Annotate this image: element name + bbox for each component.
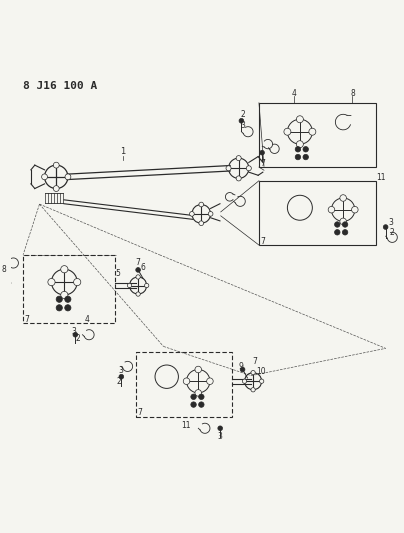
Circle shape	[127, 284, 132, 288]
Circle shape	[191, 402, 196, 407]
Circle shape	[53, 162, 59, 168]
Text: 4: 4	[85, 314, 90, 324]
Text: 6: 6	[140, 263, 145, 272]
Circle shape	[342, 230, 348, 235]
Circle shape	[207, 378, 213, 384]
Circle shape	[136, 268, 141, 272]
Circle shape	[259, 379, 264, 383]
Circle shape	[208, 212, 213, 216]
Text: 3: 3	[118, 366, 123, 375]
Circle shape	[199, 221, 204, 225]
Circle shape	[53, 185, 59, 191]
Circle shape	[136, 275, 140, 279]
Text: 2: 2	[116, 377, 121, 386]
Circle shape	[335, 230, 340, 235]
Text: 3: 3	[388, 218, 393, 227]
Text: 1: 1	[120, 147, 125, 156]
Circle shape	[309, 128, 316, 135]
Text: 7: 7	[261, 159, 265, 168]
Text: 7: 7	[25, 314, 29, 324]
Circle shape	[65, 305, 71, 311]
Circle shape	[199, 394, 204, 400]
Circle shape	[56, 296, 62, 302]
Text: 11: 11	[181, 421, 191, 430]
Circle shape	[383, 225, 388, 229]
Circle shape	[351, 206, 358, 213]
Circle shape	[328, 206, 335, 213]
Circle shape	[199, 202, 204, 207]
Text: 3: 3	[240, 121, 245, 130]
Circle shape	[183, 378, 190, 384]
Circle shape	[189, 212, 194, 216]
Circle shape	[239, 118, 244, 123]
Circle shape	[340, 218, 346, 224]
Text: 9: 9	[239, 362, 244, 371]
Circle shape	[42, 174, 48, 180]
Circle shape	[236, 176, 241, 181]
Circle shape	[295, 155, 301, 160]
Circle shape	[145, 284, 149, 288]
Circle shape	[297, 141, 303, 148]
Text: 5: 5	[116, 269, 120, 278]
Circle shape	[48, 278, 55, 286]
Text: 4: 4	[292, 88, 297, 98]
Circle shape	[260, 150, 264, 155]
Circle shape	[195, 390, 202, 396]
Text: 2: 2	[76, 334, 80, 343]
Text: 7: 7	[135, 259, 140, 268]
Circle shape	[199, 402, 204, 407]
Text: 10: 10	[256, 367, 266, 376]
Circle shape	[74, 278, 81, 286]
Circle shape	[195, 366, 202, 373]
Circle shape	[56, 305, 62, 311]
Circle shape	[303, 155, 308, 160]
Circle shape	[226, 166, 231, 171]
Circle shape	[284, 128, 291, 135]
Circle shape	[303, 147, 308, 152]
Circle shape	[246, 166, 251, 171]
Circle shape	[218, 426, 223, 431]
Circle shape	[61, 292, 68, 298]
Bar	[259, 181, 376, 245]
Text: 8: 8	[1, 265, 6, 274]
Circle shape	[251, 387, 255, 392]
Circle shape	[65, 174, 71, 180]
Text: 7: 7	[138, 408, 143, 417]
Bar	[259, 103, 376, 167]
Circle shape	[5, 272, 10, 276]
Bar	[136, 352, 231, 417]
Text: 3: 3	[218, 432, 223, 441]
Circle shape	[65, 296, 71, 302]
Text: 7: 7	[252, 357, 257, 366]
Text: 3: 3	[71, 327, 76, 336]
Circle shape	[242, 379, 247, 383]
Circle shape	[191, 394, 196, 400]
Circle shape	[61, 265, 68, 273]
Circle shape	[335, 222, 340, 227]
Text: 8 J16 100 A: 8 J16 100 A	[23, 82, 97, 91]
Circle shape	[236, 156, 241, 160]
Circle shape	[136, 292, 140, 296]
Circle shape	[295, 147, 301, 152]
Circle shape	[73, 333, 78, 337]
Circle shape	[240, 367, 245, 372]
Text: 2: 2	[390, 228, 395, 237]
Text: 8: 8	[350, 88, 355, 98]
Circle shape	[297, 116, 303, 123]
Circle shape	[119, 374, 124, 379]
Bar	[23, 255, 115, 323]
Text: 2: 2	[241, 110, 246, 119]
Circle shape	[251, 370, 255, 375]
Text: 11: 11	[376, 173, 385, 182]
Circle shape	[340, 195, 346, 201]
Text: 7: 7	[261, 237, 265, 246]
Circle shape	[342, 222, 348, 227]
